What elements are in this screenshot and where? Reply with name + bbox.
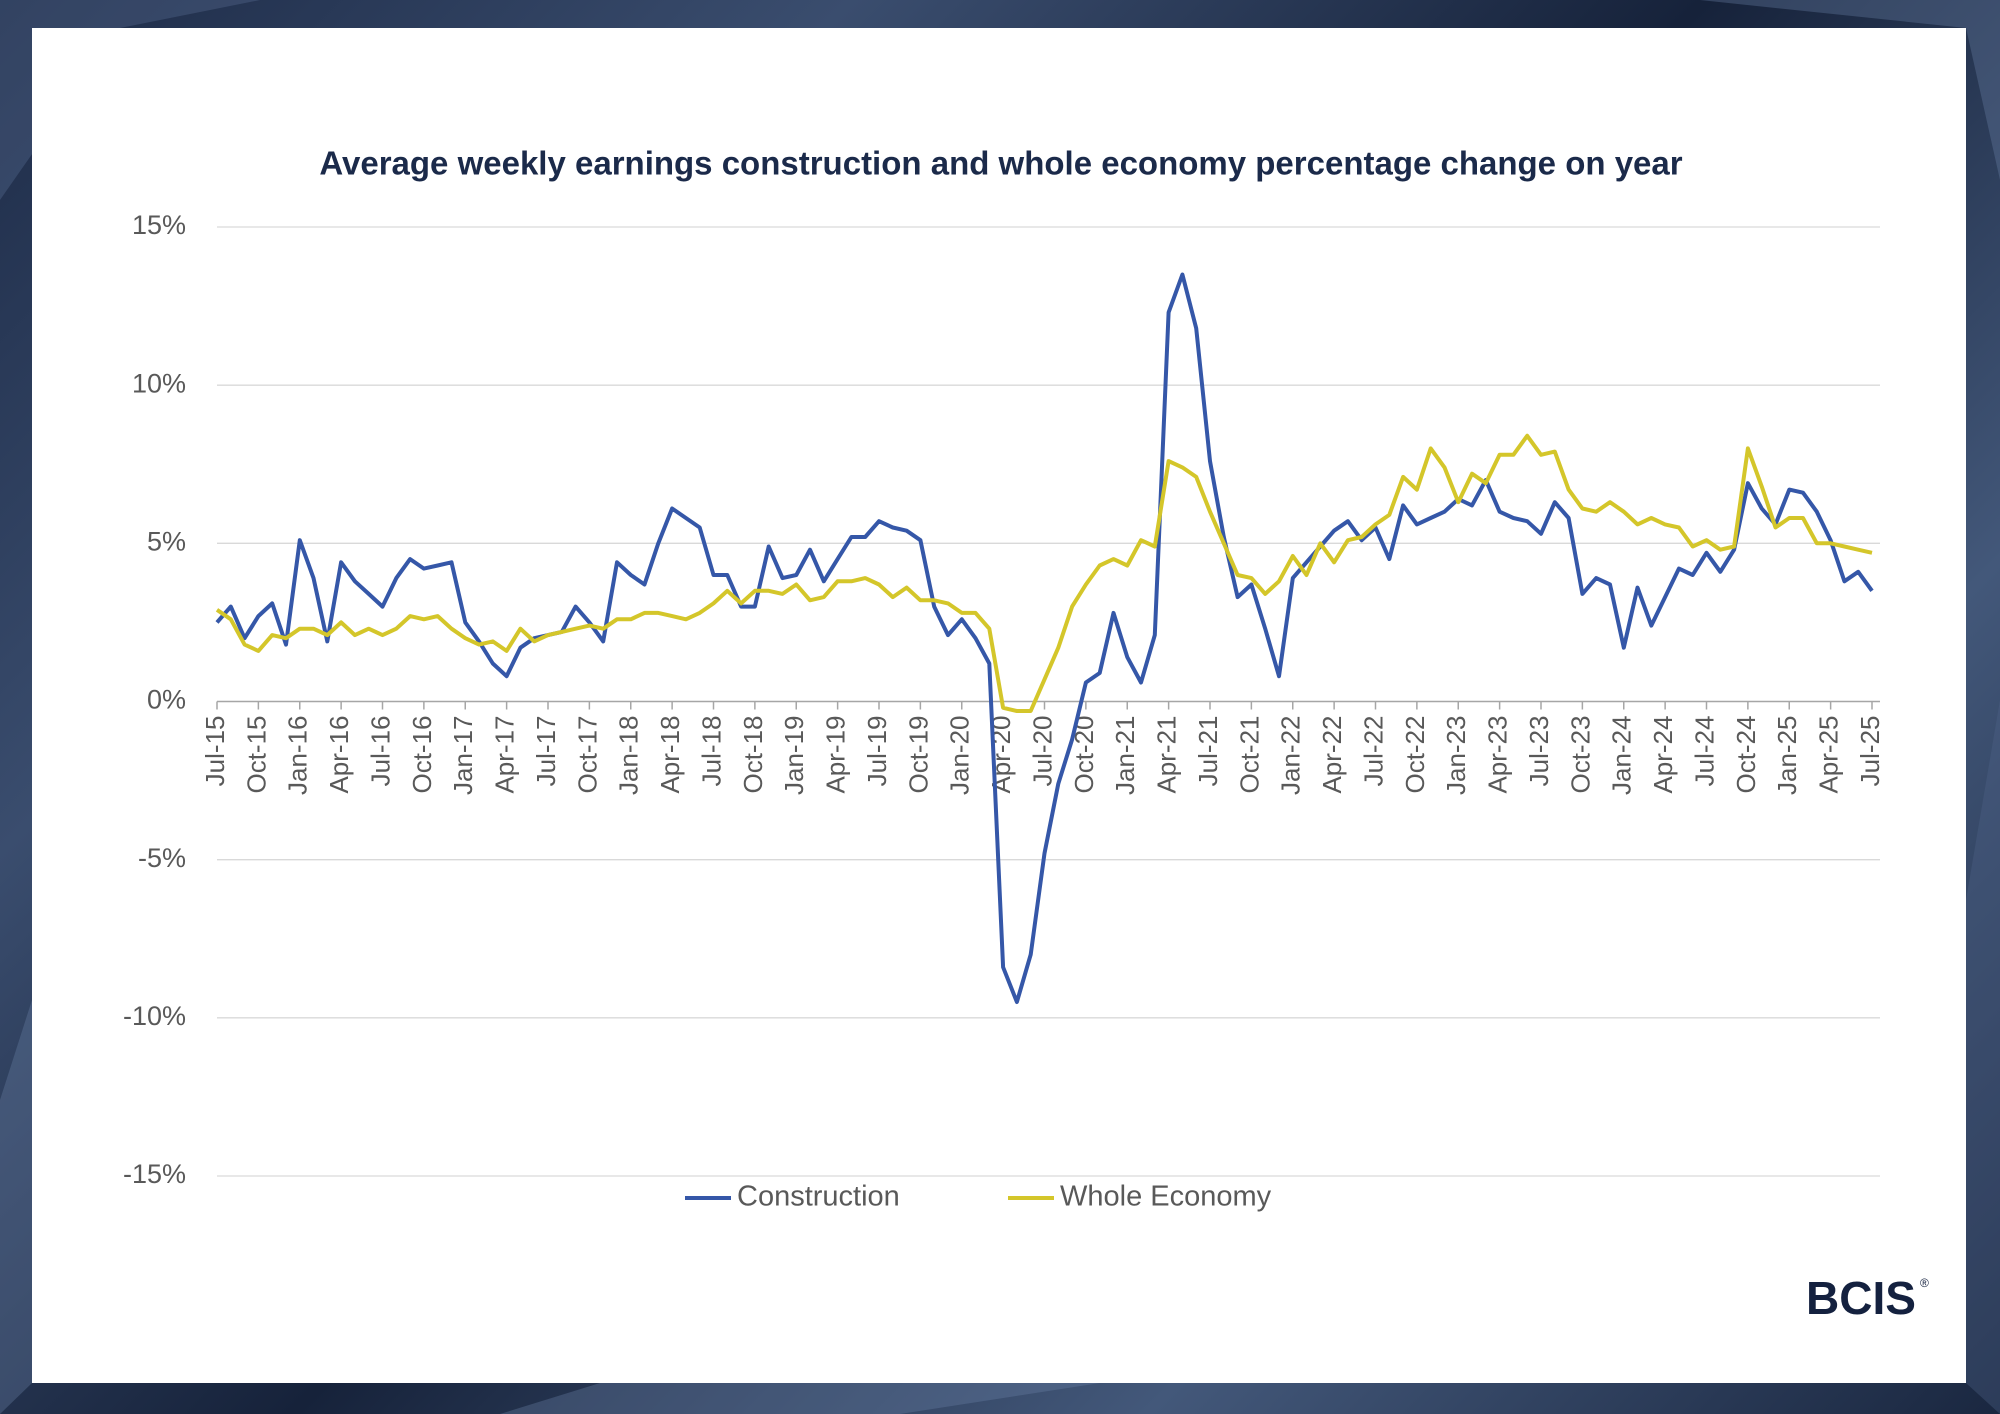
x-tick-label: Jul-17 xyxy=(531,716,561,787)
x-tick-label: Oct-19 xyxy=(903,716,933,794)
y-tick-label: 10% xyxy=(132,368,186,398)
y-tick-label: -5% xyxy=(138,843,186,873)
x-tick-label: Jan-24 xyxy=(1607,716,1637,796)
y-tick-label: 15% xyxy=(132,210,186,240)
x-tick-label: Apr-18 xyxy=(655,716,685,794)
x-tick-label: Apr-23 xyxy=(1483,716,1513,794)
x-tick-label: Oct-24 xyxy=(1731,716,1761,794)
series-line xyxy=(215,272,1874,1004)
x-tick-label: Oct-18 xyxy=(738,716,768,794)
x-tick-label: Jan-16 xyxy=(283,716,313,796)
x-tick-label: Jul-23 xyxy=(1524,716,1554,787)
x-tick-label: Jul-15 xyxy=(200,716,230,787)
logo: BCIS ® xyxy=(1806,1272,1929,1324)
x-tick-label: Jan-25 xyxy=(1772,716,1802,796)
x-tick-label: Jul-22 xyxy=(1358,716,1388,787)
x-tick-label: Oct-21 xyxy=(1234,716,1264,794)
x-tick-label: Jul-16 xyxy=(365,716,395,787)
x-tick-label: Jan-21 xyxy=(1110,716,1140,796)
x-tick-label: Jul-21 xyxy=(1193,716,1223,787)
x-tick-label: Apr-21 xyxy=(1152,716,1182,794)
y-tick-label: 0% xyxy=(147,685,186,715)
chart-title: Average weekly earnings construction and… xyxy=(319,145,1682,182)
panel xyxy=(32,28,1966,1383)
x-tick-label: Apr-19 xyxy=(821,716,851,794)
y-tick-label: 5% xyxy=(147,526,186,556)
x-tick-label: Oct-17 xyxy=(572,716,602,794)
x-tick-label: Apr-25 xyxy=(1814,716,1844,794)
x-tick-label: Jul-19 xyxy=(862,716,892,787)
legend-label: Construction xyxy=(737,1181,900,1213)
x-tick-label: Jan-23 xyxy=(1441,716,1471,796)
x-tick-label: Oct-22 xyxy=(1400,716,1430,794)
x-tick-label: Jul-25 xyxy=(1855,716,1885,787)
x-tick-label: Jul-20 xyxy=(1027,716,1057,787)
x-tick-label: Oct-23 xyxy=(1565,716,1595,794)
x-tick-label: Apr-22 xyxy=(1317,716,1347,794)
x-tick-label: Jan-20 xyxy=(945,716,975,796)
x-tick-label: Apr-16 xyxy=(324,716,354,794)
x-tick-label: Jul-18 xyxy=(696,716,726,787)
x-tick-label: Jan-19 xyxy=(779,716,809,796)
x-tick-label: Apr-24 xyxy=(1648,716,1678,794)
x-tick-label: Jan-22 xyxy=(1276,716,1306,796)
x-tick-label: Apr-17 xyxy=(490,716,520,794)
y-tick-label: -10% xyxy=(123,1001,186,1031)
logo-mark: ® xyxy=(1920,1276,1929,1290)
x-tick-label: Oct-16 xyxy=(407,716,437,794)
y-tick-label: -15% xyxy=(123,1159,186,1189)
logo-text: BCIS xyxy=(1806,1272,1916,1324)
x-tick-label: Jul-24 xyxy=(1689,716,1719,787)
x-tick-label: Jan-17 xyxy=(448,716,478,796)
x-tick-label: Oct-15 xyxy=(241,716,271,794)
series-line xyxy=(215,433,1873,713)
x-tick-label: Jan-18 xyxy=(614,716,644,796)
legend-label: Whole Economy xyxy=(1060,1181,1272,1213)
